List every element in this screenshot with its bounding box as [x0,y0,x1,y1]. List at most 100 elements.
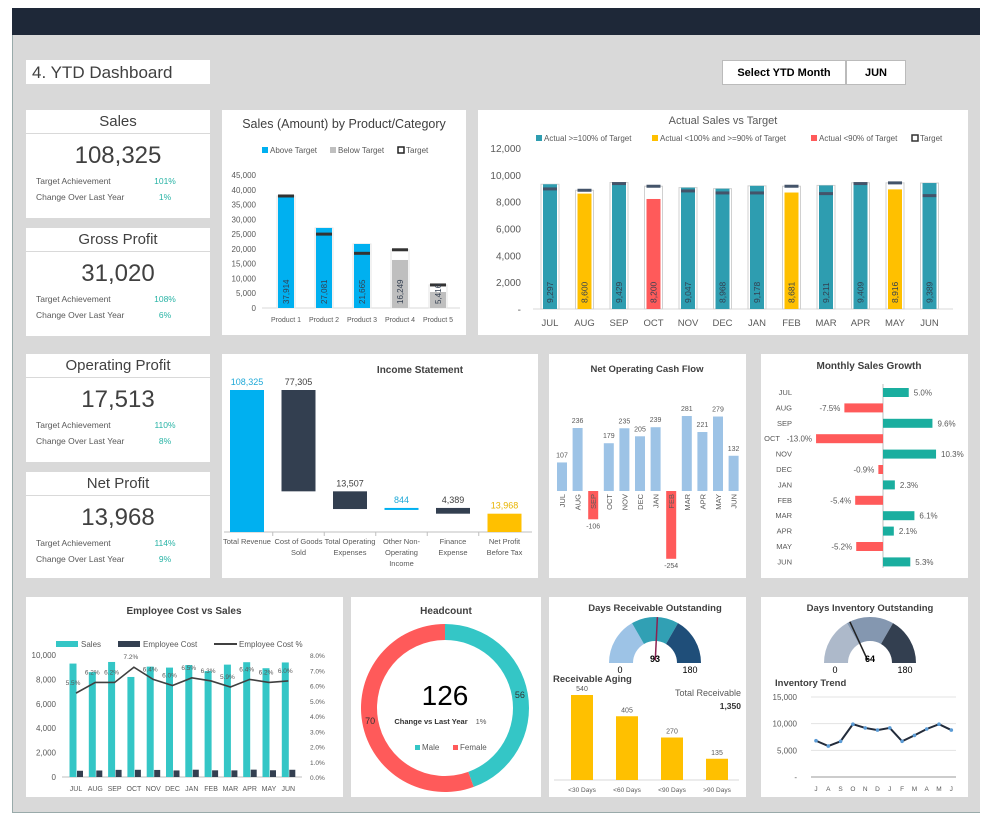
y-tick: - [794,773,797,782]
line-value-label: 6.2% [85,669,100,676]
x-tick: J [888,786,891,793]
monthly-growth-chart: Monthly Sales Growth 5.0% JUL -7.5% AUG 9.6% S… [761,354,968,578]
bar [543,184,557,309]
x-tick: APR [242,786,256,793]
y-tick: JUL [779,388,792,397]
bar-value-label: 37,914 [282,279,291,304]
line-value-label: 6.4% [143,666,158,673]
legend-swatch [330,147,336,153]
bar-value-label: 8,200 [649,281,659,303]
bar-value-label: 9,429 [614,281,624,303]
headcount-total: 126 [422,680,469,711]
x-tick: DEC [636,493,645,509]
bar-value-label: 281 [681,406,693,413]
bar-value-label: 205 [634,426,646,433]
gauge-needle [654,617,659,661]
x-tick: Other Non-Operating Income [382,537,421,568]
actual-vs-target-chart: Actual Sales vs Target Actual >=100% of T… [478,110,968,335]
aging-bar [706,758,728,780]
x-tick: N [863,786,868,793]
bar [577,193,592,309]
kpi-label: Target Achievement [36,538,111,548]
y-tick: 10,000 [232,274,257,283]
kpi-value: 17,513 [81,386,155,413]
bar [888,189,902,309]
kpi-net-profit: Net Profit 13,968 Target Achievement 114%… [26,472,210,578]
legend-label: Target [406,146,429,155]
x-tick: M [912,786,917,793]
y-tick: 4,000 [36,724,57,733]
bar [588,491,599,520]
employee-cost-bar [154,769,161,777]
chart-title: Days Receivable Outstanding [588,603,722,614]
x-tick: <90 Days [658,787,686,794]
sales-bar [223,664,231,777]
aging-bar [661,737,683,780]
y-tick: 4,000 [496,251,521,262]
bar-value-label: 6.1% [919,512,937,521]
target-marker [316,232,332,236]
kpi-label: Target Achievement [36,294,111,304]
y-tick: 10,000 [32,651,57,660]
y-tick: - [518,305,521,316]
bar-value-label: 844 [394,495,409,505]
kpi-gross-profit: Gross Profit 31,020 Target Achievement 10… [26,228,210,336]
legend-swatch [652,135,658,141]
bar-value-label: 108,325 [231,377,264,387]
legend-label: Above Target [270,146,318,155]
bar [856,542,883,551]
sales-bar [146,666,154,777]
data-point [949,728,954,732]
bar [883,388,909,397]
x-tick: FEB [667,494,676,509]
employee-cost-bar [212,770,219,777]
bar [844,403,883,413]
aging-title: Receivable Aging [553,674,632,685]
bar-value-label: -5.4% [830,496,851,505]
data-point [875,728,880,732]
gauge-value: 64 [865,654,875,664]
kpi-label: Change Over Last Year [36,310,125,320]
target-marker [430,283,446,287]
y-tick: FEB [777,496,792,505]
waterfall-bar [333,491,367,510]
gauge-max: 180 [897,665,912,675]
x-tick: A [925,786,930,793]
x-tick: Total Revenue [223,537,271,546]
bar-value-label: 9,389 [925,281,935,303]
bar-value-label: 4,389 [442,495,465,505]
bar-value-label: 27,081 [320,279,329,304]
legend-swatch [56,641,78,647]
chart-title: Actual Sales vs Target [669,115,778,127]
y2-tick: 3.0% [310,729,325,736]
sales-bar [204,671,212,777]
employee-cost-bar [96,770,103,777]
bar [650,427,661,491]
legend-label: Target [920,134,943,143]
y2-tick: 4.0% [310,714,325,721]
sales-bar [127,676,135,777]
y-tick: 10,000 [773,720,798,729]
bar-value-label: 279 [712,407,724,414]
month-selector[interactable]: JUN [846,60,906,85]
bar-value-label: -106 [586,523,600,530]
line-value-label: 6.3% [201,668,216,675]
gauge-segment [666,623,701,663]
chart-title: Net Operating Cash Flow [591,364,705,375]
legend-swatch [262,147,268,153]
bar-value-label: 9,409 [856,281,866,303]
y2-tick: 8.0% [310,653,325,660]
gauge-max: 180 [682,665,697,675]
bar [557,462,567,491]
x-tick: Cost of Goods Sold [274,537,323,557]
bar [681,187,695,309]
sales-bar [69,663,77,777]
waterfall-bar [230,390,264,532]
employee-cost-pct-line [75,666,289,694]
inventory-line [815,723,952,748]
x-tick: FEB [782,318,800,329]
kpi-value: 31,020 [81,260,155,287]
kpi-title: Net Profit [26,472,210,496]
gauge-segment [824,623,859,663]
kpi-title: Operating Profit [26,354,210,378]
